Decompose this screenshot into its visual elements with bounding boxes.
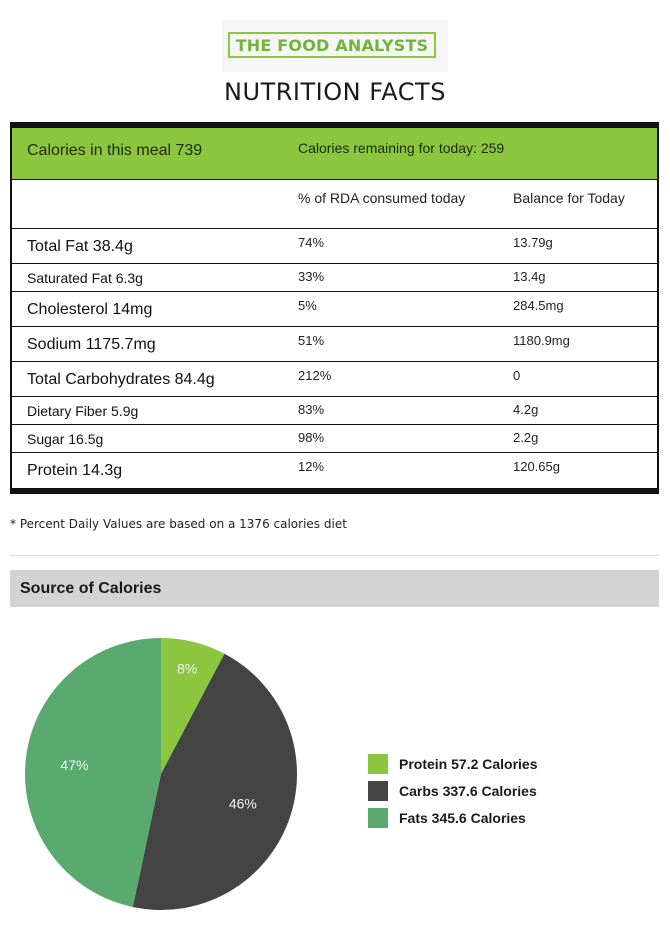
calories-remaining: Calories remaining for today: 259 [298, 140, 505, 156]
footnote: * Percent Daily Values are based on a 13… [10, 517, 347, 531]
balance-value: 2.2g [513, 430, 539, 445]
nutrient-name: Saturated Fat 6.3g [27, 270, 143, 286]
pie-slice-carbs [132, 653, 297, 910]
pie-slice-protein [161, 638, 225, 774]
balance-column-header: Balance for Today [513, 190, 625, 206]
pie-legend: Protein 57.2 Calories Carbs 337.6 Calorie… [368, 750, 538, 831]
pie-label-fats: 47% [60, 757, 88, 773]
table-row: Total Carbohydrates 84.4g 212% 0 [12, 362, 657, 397]
section-title: Source of Calories [10, 570, 659, 607]
balance-value: 13.79g [513, 235, 553, 250]
table-row: Sodium 1175.7mg 51% 1180.9mg [12, 327, 657, 362]
rda-percent: 212% [298, 368, 332, 383]
pie-label-carbs: 46% [229, 796, 257, 812]
rda-column-header: % of RDA consumed today [298, 190, 466, 206]
rda-percent: 5% [298, 298, 317, 313]
column-header-row: % of RDA consumed today Balance for Toda… [12, 180, 657, 229]
table-row: Protein 14.3g 12% 120.65g [12, 453, 657, 488]
rda-percent: 83% [298, 402, 325, 417]
rda-percent: 12% [298, 459, 325, 474]
balance-value: 120.65g [513, 459, 560, 474]
calories-pie-chart: 8% 46% 47% [24, 638, 297, 910]
calories-header-row: Calories in this meal 739 Calories remai… [12, 128, 657, 180]
table-row: Total Fat 38.4g 74% 13.79g [12, 229, 657, 264]
nutrient-name: Dietary Fiber 5.9g [27, 403, 139, 419]
legend-item-protein: Protein 57.2 Calories [368, 750, 538, 777]
pie-label-protein: 8% [177, 660, 197, 676]
legend-label: Carbs 337.6 Calories [399, 782, 537, 799]
nutrient-name: Total Fat 38.4g [27, 238, 133, 255]
rda-percent: 33% [298, 269, 325, 284]
legend-label: Fats 345.6 Calories [399, 809, 526, 826]
brand-logo-area: THE FOOD ANALYSTS [222, 20, 448, 72]
table-row: Cholesterol 14mg 5% 284.5mg [12, 292, 657, 327]
balance-value: 13.4g [513, 269, 546, 284]
legend-item-fats: Fats 345.6 Calories [368, 804, 538, 831]
table-row: Dietary Fiber 5.9g 83% 4.2g [12, 397, 657, 425]
calories-in-meal: Calories in this meal 739 [27, 142, 203, 159]
table-row: Sugar 16.5g 98% 2.2g [12, 425, 657, 453]
balance-value: 0 [513, 368, 521, 383]
nutrient-name: Cholesterol 14mg [27, 301, 153, 318]
nutrient-name: Sugar 16.5g [27, 431, 104, 447]
nutrient-name: Protein 14.3g [27, 462, 123, 479]
legend-item-carbs: Carbs 337.6 Calories [368, 777, 538, 804]
brand-logo: THE FOOD ANALYSTS [228, 32, 436, 58]
page-title: NUTRITION FACTS [224, 78, 446, 106]
legend-label: Protein 57.2 Calories [399, 755, 538, 772]
rda-percent: 74% [298, 235, 325, 250]
nutrient-name: Total Carbohydrates 84.4g [27, 371, 215, 388]
legend-swatch [368, 807, 388, 828]
rda-percent: 98% [298, 430, 325, 445]
balance-value: 284.5mg [513, 298, 564, 313]
legend-swatch [368, 753, 388, 774]
legend-swatch [368, 780, 388, 801]
pie-slice-fats [24, 638, 161, 908]
divider [10, 555, 659, 556]
balance-value: 4.2g [513, 402, 539, 417]
balance-value: 1180.9mg [513, 333, 570, 348]
table-row: Saturated Fat 6.3g 33% 13.4g [12, 264, 657, 292]
nutrition-table: Calories in this meal 739 Calories remai… [10, 122, 659, 494]
nutrient-name: Sodium 1175.7mg [27, 336, 156, 353]
rda-percent: 51% [298, 333, 325, 348]
